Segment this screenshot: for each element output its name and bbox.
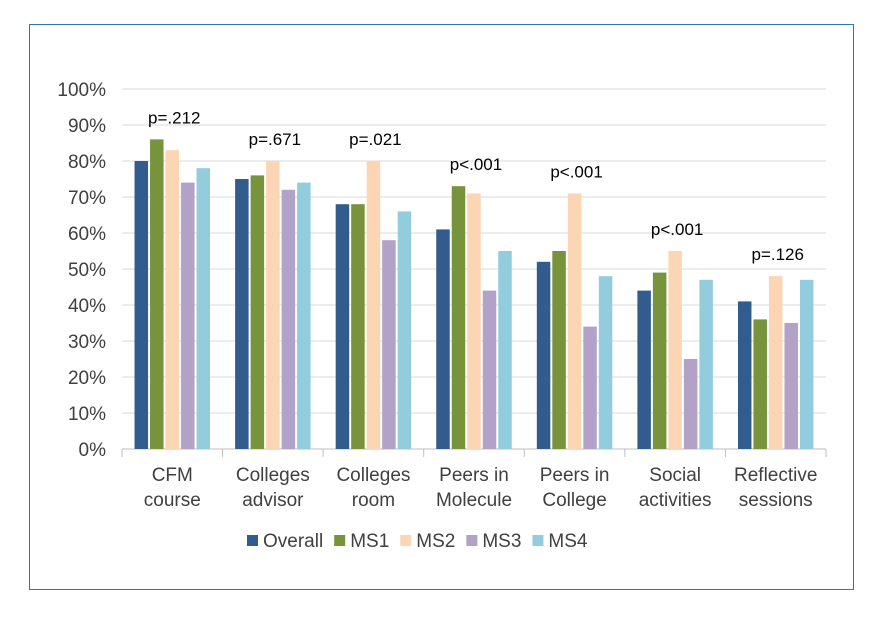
bar-ms4: [799, 279, 814, 449]
bar-ms3: [482, 290, 497, 449]
y-tick-label: 50%: [68, 260, 106, 281]
p-value-annotation: p=.126: [751, 245, 803, 264]
bar-ms1: [652, 272, 667, 449]
bar-overall: [335, 204, 350, 449]
bar-ms3: [784, 323, 798, 449]
x-category-label: Peers in: [540, 465, 610, 486]
bar-ms3: [281, 189, 296, 450]
bar-overall: [436, 229, 450, 449]
bar-overall: [536, 261, 551, 449]
x-category-label: Molecule: [436, 490, 512, 511]
bar-ms1: [351, 204, 365, 449]
y-tick-label: 80%: [68, 152, 106, 173]
bar-ms3: [181, 182, 195, 449]
bar-ms2: [467, 193, 481, 449]
x-category-label: room: [352, 490, 395, 511]
bar-ms3: [583, 326, 597, 449]
bar-ms2: [366, 161, 381, 449]
x-category-label: sessions: [739, 490, 813, 511]
legend-label-overall: Overall: [263, 531, 323, 552]
bar-ms3: [382, 240, 396, 449]
bar-ms4: [297, 182, 311, 449]
y-tick-label: 0%: [79, 440, 107, 461]
x-category-label: Social: [649, 465, 701, 486]
p-value-annotation: p=.021: [349, 130, 401, 149]
x-category-label: CFM: [152, 465, 193, 486]
x-category-label: Reflective: [734, 465, 817, 486]
bar-ms3: [683, 359, 698, 449]
x-category-label: Colleges: [336, 465, 410, 486]
legend-label-ms3: MS3: [482, 531, 521, 552]
bar-ms1: [250, 175, 265, 449]
bar-ms1: [552, 251, 566, 449]
y-tick-label: 100%: [57, 80, 106, 101]
bar-ms2: [567, 193, 582, 449]
y-tick-label: 40%: [68, 296, 106, 317]
y-tick-label: 30%: [68, 332, 106, 353]
bar-ms4: [699, 279, 713, 449]
bar-ms4: [598, 276, 613, 449]
y-tick-label: 60%: [68, 224, 106, 245]
bar-ms4: [196, 168, 211, 449]
legend-swatch-ms1: [334, 535, 346, 546]
bar-overall: [134, 161, 149, 449]
bar-ms1: [150, 139, 164, 449]
p-value-annotation: p<.001: [651, 220, 703, 239]
bar-ms4: [397, 211, 412, 449]
p-value-annotation: p<.001: [450, 155, 502, 174]
legend-label-ms2: MS2: [416, 531, 455, 552]
p-value-annotation: p=.212: [148, 108, 200, 127]
bar-ms2: [668, 251, 682, 449]
x-category-label: activities: [639, 490, 712, 511]
p-value-annotation: p<.001: [550, 162, 602, 181]
bar-ms2: [768, 276, 783, 449]
bar-ms1: [753, 319, 767, 449]
p-value-annotation: p=.671: [249, 130, 301, 149]
x-category-label: Peers in: [439, 465, 509, 486]
y-tick-label: 90%: [68, 116, 106, 137]
x-category-label: Colleges: [236, 465, 310, 486]
legend-label-ms1: MS1: [350, 531, 389, 552]
bar-ms1: [451, 186, 466, 449]
y-tick-label: 10%: [68, 404, 106, 425]
x-category-label: course: [144, 490, 201, 511]
y-tick-label: 70%: [68, 188, 106, 209]
x-category-label: College: [542, 490, 606, 511]
bar-overall: [637, 290, 651, 449]
bar-overall: [737, 301, 752, 449]
legend-swatch-ms2: [400, 535, 412, 546]
legend-swatch-ms3: [466, 535, 478, 546]
x-category-label: advisor: [242, 490, 304, 511]
y-tick-label: 20%: [68, 368, 106, 389]
bar-ms2: [165, 150, 180, 449]
legend-swatch-ms4: [532, 535, 544, 546]
bar-ms4: [498, 251, 512, 449]
bar-overall: [235, 179, 249, 449]
legend-swatch-overall: [247, 535, 258, 546]
legend-label-ms4: MS4: [548, 531, 588, 552]
bar-ms2: [266, 161, 280, 449]
